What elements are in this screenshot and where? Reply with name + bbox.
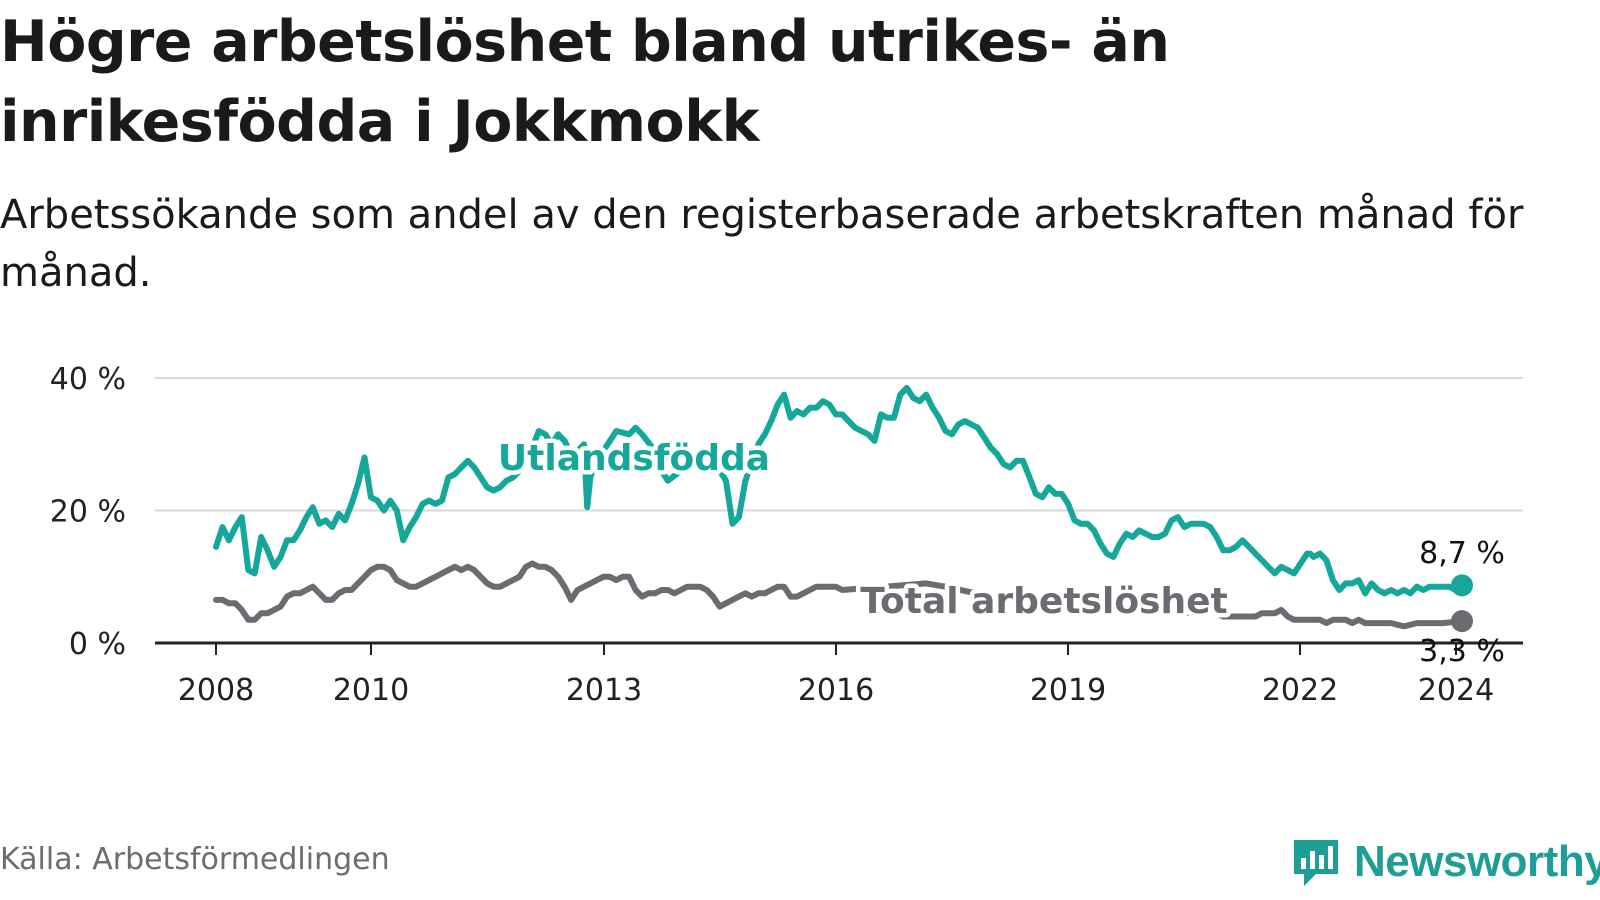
series-line-utlandsfodda — [213, 384, 1465, 597]
series-label-utlandsfodda: Utlandsfödda — [498, 438, 770, 479]
gridlines — [155, 377, 1523, 512]
y-tick-label: 0 % — [69, 627, 126, 662]
series-label-total: Total arbetslöshet — [860, 581, 1228, 622]
end-point-utlandsfodda — [1451, 574, 1473, 597]
y-tick-label: 20 % — [50, 495, 126, 530]
x-tick-label: 2010 — [333, 673, 409, 708]
x-tick-label: 2024 — [1418, 673, 1494, 708]
x-tick-label: 2019 — [1030, 673, 1106, 708]
x-axis-labels: 2008 2010 2013 2016 2019 2022 2024 — [178, 673, 1494, 708]
end-label-utlandsfodda: 8,7 % — [1419, 536, 1505, 571]
y-tick-label: 40 % — [50, 362, 126, 397]
end-point-total — [1451, 610, 1473, 633]
x-tick-label: 2022 — [1262, 673, 1338, 708]
line-chart: 0 % 20 % 40 % 2008 2010 2013 2016 2019 2022 2024… — [50, 362, 1523, 708]
x-tick-label: 2016 — [798, 673, 874, 708]
x-tick-label: 2008 — [178, 673, 254, 708]
source-note: Källa: Arbetsförmedlingen — [0, 842, 390, 877]
bar-chart-logo-icon — [1294, 840, 1338, 886]
x-tick-label: 2013 — [566, 673, 642, 708]
chart-title: Högre arbetslöshet bland utrikes- än inr… — [0, 9, 1170, 155]
x-axis — [155, 641, 1523, 655]
end-label-total: 3,3 % — [1419, 634, 1505, 669]
brand-name: Newsworthy — [1354, 837, 1600, 886]
chart-subtitle: Arbetssökande som andel av den registerb… — [0, 192, 1524, 296]
series-line-total — [213, 560, 1465, 630]
series-lines — [213, 384, 1473, 633]
series-labels: Utlandsfödda Total arbetslöshet 8,7 % 3,3 % — [493, 434, 1505, 670]
y-axis-labels: 0 % 20 % 40 % — [50, 362, 126, 662]
newsworthy-logo[interactable]: Newsworthy — [1290, 836, 1600, 888]
